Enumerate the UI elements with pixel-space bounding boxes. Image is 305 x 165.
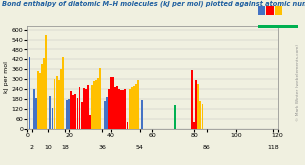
Bar <box>135 84 137 129</box>
Bar <box>91 85 93 129</box>
Bar <box>114 87 116 129</box>
Bar <box>116 86 118 129</box>
Bar <box>191 70 193 129</box>
Bar <box>33 89 35 129</box>
Bar <box>93 81 95 129</box>
Bar <box>110 77 112 129</box>
Bar <box>85 89 87 129</box>
Bar <box>122 90 124 129</box>
Bar <box>35 98 37 129</box>
Bar <box>124 89 126 129</box>
Bar <box>129 89 131 129</box>
Bar <box>39 73 41 129</box>
Bar <box>99 68 101 129</box>
Bar <box>45 35 47 129</box>
Bar <box>197 84 199 129</box>
Bar <box>87 85 89 129</box>
Bar <box>56 76 58 129</box>
Bar <box>43 58 45 129</box>
Bar <box>49 96 51 129</box>
Bar <box>66 100 68 129</box>
Bar <box>195 80 197 129</box>
Bar <box>108 89 110 129</box>
Bar <box>104 101 106 129</box>
Bar <box>89 115 91 129</box>
Bar <box>199 101 201 129</box>
Bar <box>62 57 64 129</box>
Bar <box>118 89 120 129</box>
Bar <box>137 80 139 129</box>
Bar <box>29 57 31 129</box>
Bar <box>41 64 43 129</box>
Bar <box>79 87 81 129</box>
Bar <box>70 91 72 129</box>
Bar <box>174 105 176 129</box>
Bar <box>68 99 70 129</box>
Bar <box>72 95 74 129</box>
Bar <box>141 100 143 129</box>
Bar <box>74 94 76 129</box>
Bar <box>193 122 195 129</box>
Bar <box>60 69 62 129</box>
Bar <box>37 71 39 129</box>
Bar <box>133 86 135 129</box>
Bar <box>112 77 114 129</box>
Bar <box>77 98 78 129</box>
Bar <box>127 122 128 129</box>
Bar <box>58 80 60 129</box>
Bar <box>52 108 53 129</box>
Bar <box>83 88 85 129</box>
Text: © Mark Winter (webelements.com): © Mark Winter (webelements.com) <box>296 44 300 121</box>
Y-axis label: kJ per mol: kJ per mol <box>4 62 9 94</box>
Bar <box>202 104 203 129</box>
Bar <box>54 79 56 129</box>
Bar <box>131 87 133 129</box>
Bar <box>95 80 97 129</box>
Bar <box>81 102 83 129</box>
Text: Bond enthalpy of diatomic M–H molecules (kJ per mol) plotted against atomic numb: Bond enthalpy of diatomic M–H molecules … <box>2 1 305 7</box>
Bar <box>97 78 99 129</box>
Bar <box>106 97 108 129</box>
Bar <box>120 90 122 129</box>
